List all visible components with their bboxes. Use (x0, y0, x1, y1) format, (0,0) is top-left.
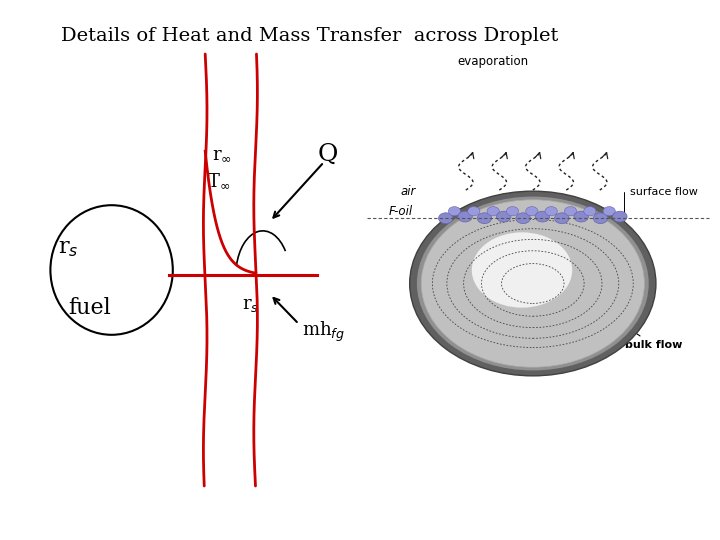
Circle shape (564, 207, 577, 216)
Text: bulk flow: bulk flow (598, 307, 683, 350)
Circle shape (472, 232, 572, 308)
Text: r$_s$: r$_s$ (242, 296, 259, 314)
Text: evaporation: evaporation (458, 55, 528, 68)
Circle shape (477, 213, 492, 224)
Text: surface flow: surface flow (624, 187, 698, 215)
Circle shape (526, 207, 538, 216)
Text: F-oil: F-oil (389, 205, 413, 218)
Circle shape (468, 207, 480, 216)
Circle shape (458, 211, 472, 222)
Text: mh$_{fg}$: mh$_{fg}$ (302, 320, 345, 344)
Text: Q: Q (318, 143, 338, 165)
Circle shape (593, 213, 608, 224)
Circle shape (410, 191, 656, 376)
Circle shape (545, 207, 557, 216)
Circle shape (438, 213, 453, 224)
Text: fuel: fuel (68, 297, 112, 319)
Circle shape (506, 207, 518, 216)
Circle shape (497, 211, 511, 222)
Circle shape (487, 207, 499, 216)
Circle shape (554, 213, 569, 224)
Circle shape (613, 211, 627, 222)
Circle shape (516, 213, 531, 224)
Circle shape (421, 200, 644, 367)
Text: r$_s$: r$_s$ (58, 238, 78, 259)
Circle shape (574, 211, 588, 222)
Circle shape (603, 207, 616, 216)
Circle shape (417, 197, 649, 370)
Circle shape (535, 211, 549, 222)
Circle shape (449, 207, 461, 216)
Text: T$_\infty$: T$_\infty$ (207, 172, 230, 190)
Text: air: air (401, 185, 416, 198)
Circle shape (584, 207, 596, 216)
Text: Details of Heat and Mass Transfer  across Droplet: Details of Heat and Mass Transfer across… (61, 27, 558, 45)
Text: r$_\infty$: r$_\infty$ (212, 145, 233, 163)
